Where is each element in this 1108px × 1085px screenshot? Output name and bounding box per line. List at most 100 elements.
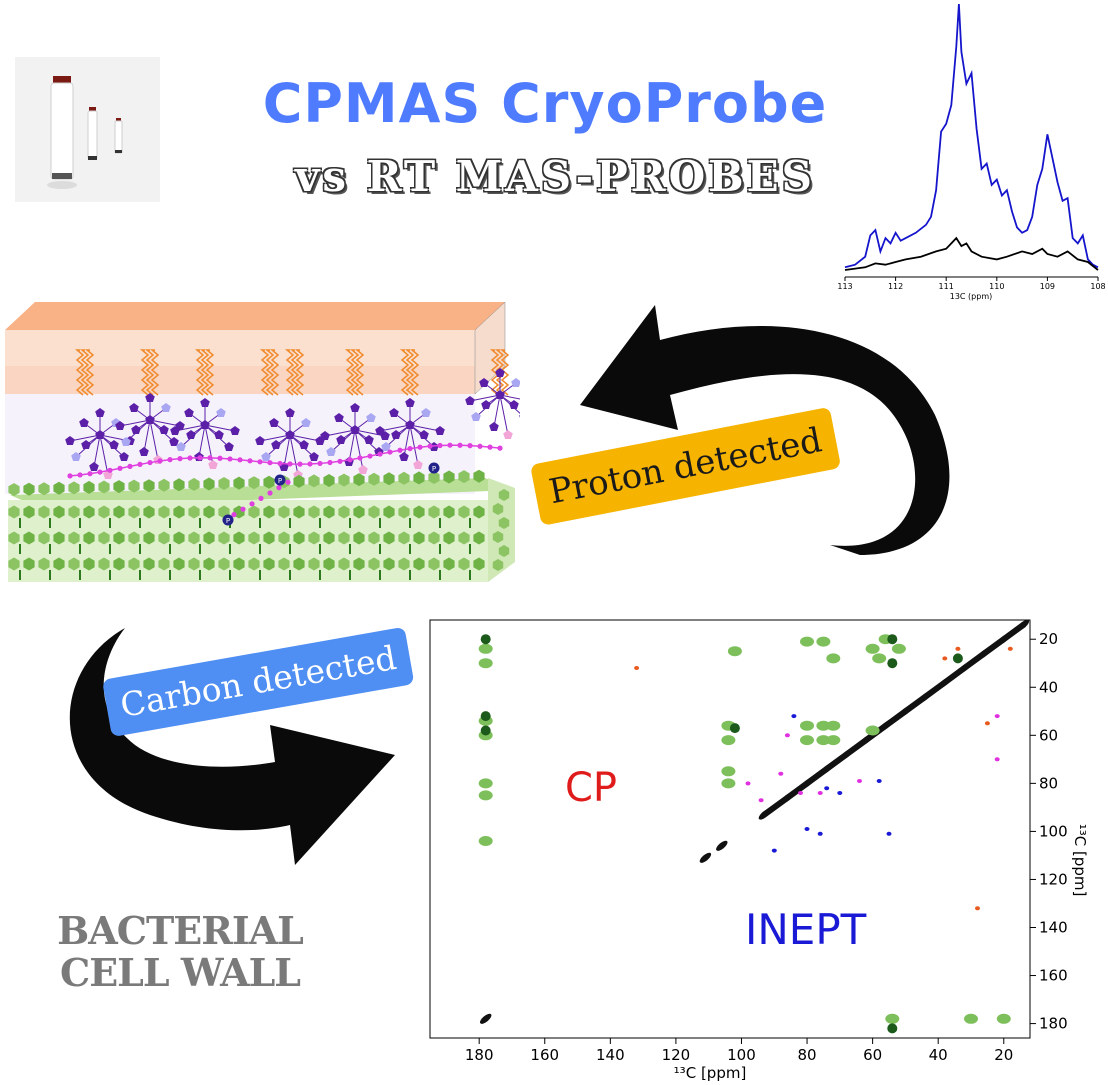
teichoic-unit (197, 455, 203, 461)
glycan-unit (224, 442, 234, 451)
spectrum-1d: 113 112 111 110 109 108 13C (ppm) (837, 3, 1106, 301)
glycan-unit (271, 440, 281, 449)
lipid-tail (349, 349, 360, 396)
glycan-unit (479, 378, 489, 387)
peak-diagonal (899, 706, 912, 717)
teichoic-unit (157, 458, 163, 464)
caption-line-2: CELL WALL (59, 950, 301, 995)
sugar-hexagon (353, 505, 365, 519)
spectrum-2d-xlabel: ¹³C [ppm] (674, 1064, 747, 1082)
sugar-hexagon (38, 482, 50, 496)
lipid-tail (494, 349, 505, 396)
sugar-hexagon (218, 557, 230, 571)
lipid-tail (284, 349, 295, 396)
peak-cp-dark (729, 723, 740, 734)
lipid-tail (409, 349, 420, 396)
peak-cp-dark (887, 634, 898, 645)
phosphate-label: P (226, 517, 230, 525)
sugar-hexagon (368, 472, 380, 486)
glycan-unit (145, 393, 155, 402)
sugar-hexagon (98, 557, 110, 571)
sugar-hexagon (498, 517, 510, 529)
phosphate-markers: P P P (222, 462, 440, 526)
peak-orange (975, 906, 980, 911)
spectrum-2d-x-tick-label: 180 (465, 1046, 494, 1064)
glycan-unit (391, 430, 401, 439)
sugar-hexagon (278, 557, 290, 571)
lipid-tail (199, 349, 210, 396)
glycan-unit (129, 403, 139, 412)
sugar-hexagon (458, 531, 470, 545)
glycan-chains (65, 368, 520, 479)
teichoic-unit (477, 443, 483, 449)
spectrum-2d-x-tick-label: 100 (727, 1046, 756, 1064)
sugar-hexagon (308, 531, 320, 545)
spectrum-2d-ylabel: ¹³C [ppm] (1071, 824, 1089, 897)
sugar-hexagon (278, 531, 290, 545)
glycan-unit (81, 440, 91, 449)
peak-cp (816, 636, 831, 647)
sugar-hexagon (458, 557, 470, 571)
glycan-unit (208, 460, 218, 469)
teichoic-unit (457, 442, 463, 448)
peak-cp (826, 735, 841, 746)
teichoic-unit (337, 458, 343, 464)
lipid-tail (289, 349, 300, 396)
sugar-hexagon (53, 481, 65, 495)
lipid-tail (139, 349, 150, 396)
sugar-hexagon (398, 531, 410, 545)
spectrum-2d-x-tick-label: 20 (994, 1046, 1013, 1064)
peak-diagonal (978, 648, 990, 659)
sugar-hexagon (473, 557, 485, 571)
peak-cp (816, 735, 831, 746)
glycan-unit (489, 422, 499, 431)
peak-cp (721, 778, 736, 789)
glycan-unit (95, 430, 105, 439)
sugar-hexagon (8, 505, 20, 519)
lipid-tail (294, 349, 305, 396)
sugar-hexagon (248, 531, 260, 545)
sugar-hexagon (188, 531, 200, 545)
spectrum-1d-tick-label: 109 (1040, 282, 1055, 291)
spectrum-2d-y-tick-label: 120 (1039, 870, 1068, 888)
peak-magenta (798, 791, 803, 795)
peak-cp (800, 636, 814, 647)
teichoic-unit (437, 442, 443, 449)
spectrum-2d-x-tick-label: 160 (530, 1046, 559, 1064)
lipid-tail (204, 349, 215, 396)
sugar-hexagon (428, 531, 440, 545)
sugar-hexagon (53, 557, 65, 571)
sugar-hexagon (308, 474, 320, 488)
glycan-unit (364, 435, 374, 444)
sugar-hexagon (492, 559, 504, 571)
sugar-hexagon (23, 505, 35, 519)
peak-diagonal (758, 809, 771, 820)
peak-cp (816, 720, 831, 731)
spectrum-1d-tick-label: 110 (989, 282, 1004, 291)
peak-cp (800, 735, 814, 746)
lipid-tail (259, 349, 270, 396)
spectrum-2d-y-tick-label: 140 (1039, 918, 1068, 936)
glycan-unit (261, 452, 271, 461)
sugar-hexagon (278, 505, 290, 519)
sugar-hexagon (173, 478, 185, 492)
teichoic-unit (127, 463, 133, 469)
glycan-unit (79, 418, 89, 427)
page-subtitle: vs RT MAS-PROBES (294, 152, 815, 201)
spectrum-2d-x-tick-label: 60 (863, 1046, 882, 1064)
glycan-unit (509, 400, 519, 409)
glycan-unit (89, 462, 99, 471)
glycan-unit (65, 436, 75, 445)
peak-magenta (817, 791, 823, 795)
sugar-hexagon (53, 531, 65, 545)
glycan-unit (115, 421, 125, 430)
teichoic-unit (147, 459, 153, 466)
sugar-hexagon (38, 531, 50, 545)
sugar-hexagon (68, 531, 80, 545)
sugar-hexagon (443, 470, 455, 484)
sugar-hexagon (8, 531, 20, 545)
spectrum-1d-xlabel: 13C (ppm) (950, 292, 993, 301)
spectrum-1d-tick-label: 112 (888, 282, 903, 291)
sugar-hexagon (443, 531, 455, 545)
teichoic-unit (487, 444, 493, 450)
